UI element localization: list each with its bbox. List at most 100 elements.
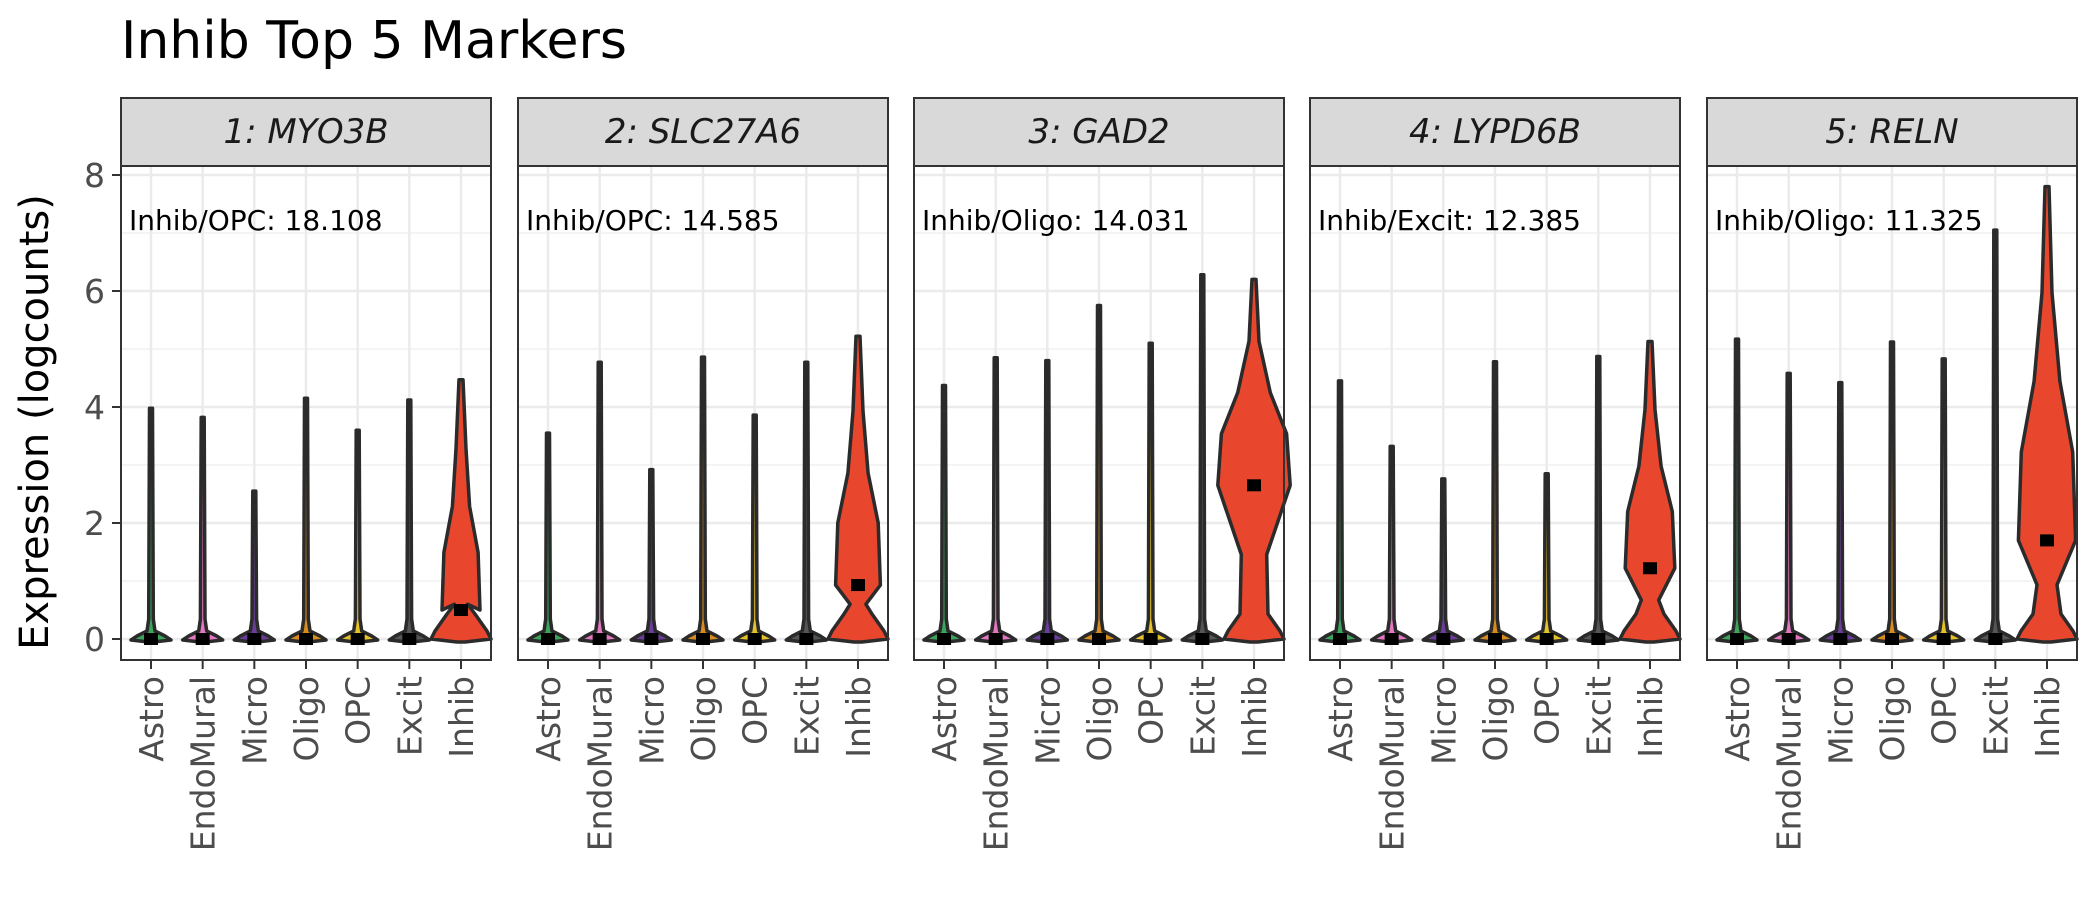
median-point — [937, 633, 951, 645]
violin-opc — [335, 428, 380, 644]
median-point — [592, 633, 607, 645]
median-point — [851, 579, 865, 592]
facet-strip-label: 3: GAD2 — [1028, 112, 1169, 152]
violin-opc — [732, 413, 777, 644]
violin-micro — [232, 489, 277, 644]
median-point — [299, 633, 313, 645]
x-tick-label: Micro — [1821, 676, 1860, 765]
median-point — [1730, 633, 1744, 645]
x-tick-label: EndoMural — [1373, 676, 1412, 851]
violin-inhib — [2015, 184, 2079, 644]
x-tick-label: Excit — [787, 676, 826, 756]
facet-strip-label: 4: LYPD6B — [1409, 112, 1581, 152]
y-axis-label: Expression (logcounts) — [12, 194, 58, 650]
violin-astro — [1715, 337, 1759, 644]
x-tick-label: OPC — [1132, 676, 1171, 745]
x-tick-label: EndoMural — [184, 676, 223, 851]
median-point — [696, 633, 710, 645]
x-tick-label: Oligo — [1080, 676, 1119, 761]
x-tick-label: Inhib — [2028, 676, 2067, 758]
violin-endomural — [973, 355, 1018, 644]
y-tick-label: 6 — [84, 272, 105, 311]
facet-strip — [913, 97, 1285, 167]
x-tick-label: OPC — [339, 676, 378, 745]
median-point — [247, 633, 262, 645]
violin-micro — [1818, 380, 1863, 644]
panel-annotation: Inhib/Excit: 12.385 — [1318, 204, 1581, 237]
violin-excit — [1180, 273, 1225, 644]
median-point — [454, 604, 468, 616]
x-tick-label: Astro — [925, 676, 964, 762]
median-point — [1488, 633, 1502, 645]
panel-annotation: Inhib/Oligo: 14.031 — [922, 204, 1190, 237]
violin-endomural — [577, 360, 622, 644]
x-tick-label: Oligo — [287, 676, 326, 761]
median-point — [1333, 633, 1347, 645]
violin-excit — [387, 398, 432, 644]
violin-astro — [129, 406, 173, 644]
x-tick-label: OPC — [736, 676, 775, 745]
median-point — [1040, 633, 1055, 645]
facet-strip — [517, 97, 889, 167]
x-tick-label: Oligo — [684, 676, 723, 761]
violin-excit — [1973, 228, 2018, 644]
x-tick-label: Inhib — [839, 676, 878, 758]
chart-title: Inhib Top 5 Markers — [121, 11, 627, 71]
violin-opc — [1921, 357, 1966, 644]
median-point — [1384, 633, 1399, 645]
x-tick-label: Inhib — [1235, 676, 1274, 758]
violin-endomural — [1369, 444, 1414, 644]
median-point — [1539, 633, 1554, 645]
x-tick-label: Micro — [1424, 676, 1463, 765]
violin-astro — [922, 383, 966, 644]
median-point — [1988, 633, 2003, 645]
y-tick-label: 0 — [84, 620, 105, 659]
panel-annotation: Inhib/Oligo: 11.325 — [1715, 204, 1983, 237]
violin-astro — [1318, 379, 1362, 644]
x-tick-label: Micro — [632, 676, 671, 765]
median-point — [402, 633, 417, 645]
x-tick-label: Astro — [132, 676, 171, 762]
facet-strip-label: 5: RELN — [1825, 112, 1958, 152]
facet-panel: 4: LYPD6B Inhib/Excit: 12.385 Astro EndoMur… — [1309, 97, 1682, 851]
facet-strip — [1706, 97, 2078, 167]
facet-strip — [1309, 97, 1681, 167]
violin-endomural — [1766, 371, 1811, 644]
facet-panel: 3: GAD2 Inhib/Oligo: 14.031 Astro EndoMural… — [913, 97, 1292, 851]
median-point — [799, 633, 814, 645]
x-tick-label: Excit — [1183, 676, 1222, 756]
facet-panel: 5: RELN Inhib/Oligo: 11.325 Astro EndoMural… — [1706, 97, 2079, 851]
median-point — [988, 633, 1003, 645]
violin-micro — [629, 467, 674, 644]
x-tick-label: Astro — [1718, 676, 1757, 762]
violin-excit — [784, 360, 829, 644]
y-tick-label: 8 — [84, 156, 105, 195]
median-point — [1833, 633, 1848, 645]
x-tick-label: EndoMural — [1770, 676, 1809, 851]
median-point — [144, 633, 158, 645]
median-point — [541, 633, 555, 645]
violin-opc — [1128, 341, 1173, 644]
median-point — [1885, 633, 1899, 645]
x-tick-label: Oligo — [1476, 676, 1515, 761]
x-tick-label: Inhib — [442, 676, 481, 758]
median-point — [1936, 633, 1951, 645]
facet-panel: 2: SLC27A6 Inhib/OPC: 14.585 Astro EndoMura… — [517, 97, 890, 851]
x-tick-label: OPC — [1925, 676, 1964, 745]
violin-oligo — [1870, 340, 1914, 644]
facet-strip — [120, 97, 492, 167]
median-point — [195, 633, 210, 645]
x-tick-label: Astro — [529, 676, 568, 762]
x-tick-label: Astro — [1321, 676, 1360, 762]
x-tick-label: EndoMural — [581, 676, 620, 851]
y-tick-label: 2 — [84, 504, 105, 543]
violin-oligo — [1473, 360, 1517, 644]
median-point — [1247, 479, 1261, 492]
panel-annotation: Inhib/OPC: 18.108 — [129, 204, 383, 237]
violin-inhib — [1618, 339, 1682, 644]
violin-micro — [1421, 477, 1466, 644]
y-tick-label: 4 — [84, 388, 105, 427]
x-tick-label: Oligo — [1873, 676, 1912, 761]
violin-inhib — [429, 377, 493, 644]
